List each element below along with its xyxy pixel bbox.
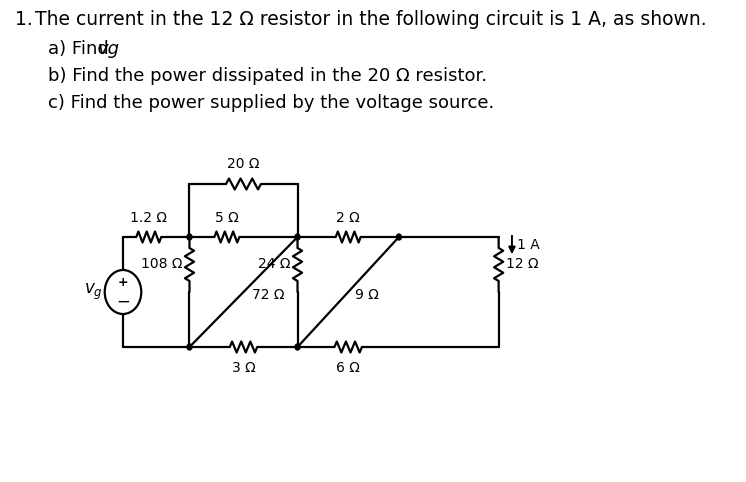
Text: 9 Ω: 9 Ω xyxy=(355,288,379,302)
Text: 1 A: 1 A xyxy=(517,238,539,252)
Text: 12 Ω: 12 Ω xyxy=(506,257,539,271)
Circle shape xyxy=(187,234,192,240)
Text: c) Find the power supplied by the voltage source.: c) Find the power supplied by the voltag… xyxy=(48,94,495,112)
Text: 20 Ω: 20 Ω xyxy=(228,157,260,171)
Text: 24 Ω: 24 Ω xyxy=(258,257,291,271)
Circle shape xyxy=(187,344,192,350)
Text: 6 Ω: 6 Ω xyxy=(336,361,360,375)
Text: vg: vg xyxy=(98,40,120,58)
Text: 3 Ω: 3 Ω xyxy=(231,361,255,375)
Text: 1.: 1. xyxy=(15,10,33,29)
Circle shape xyxy=(295,234,300,240)
Text: $\it{v_g}$: $\it{v_g}$ xyxy=(84,282,102,302)
Text: a) Find: a) Find xyxy=(48,40,115,58)
Text: 108 Ω: 108 Ω xyxy=(141,257,183,271)
Text: The current in the 12 Ω resistor in the following circuit is 1 A, as shown.: The current in the 12 Ω resistor in the … xyxy=(35,10,706,29)
Text: +: + xyxy=(118,277,128,290)
Text: −: − xyxy=(116,293,130,311)
Text: b) Find the power dissipated in the 20 Ω resistor.: b) Find the power dissipated in the 20 Ω… xyxy=(48,67,487,85)
Circle shape xyxy=(295,344,300,350)
Text: 2 Ω: 2 Ω xyxy=(336,211,360,225)
Text: 1.2 Ω: 1.2 Ω xyxy=(131,211,167,225)
Text: 72 Ω: 72 Ω xyxy=(252,288,284,302)
Text: 5 Ω: 5 Ω xyxy=(215,211,239,225)
Circle shape xyxy=(396,234,401,240)
